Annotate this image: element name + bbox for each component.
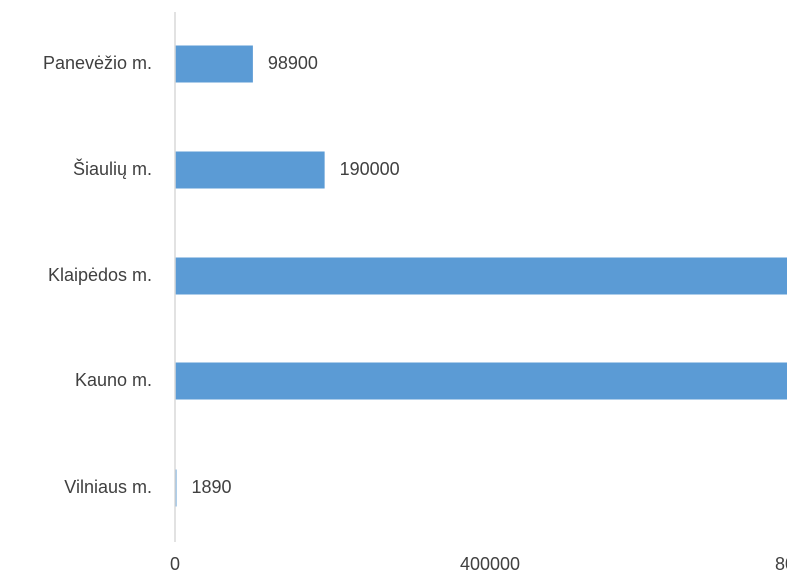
bars-layer xyxy=(175,45,787,507)
category-label: Šiaulių m. xyxy=(73,158,152,179)
x-tick-label: 400000 xyxy=(460,554,520,574)
data-labels: 9890019000098300012580001890 xyxy=(191,53,400,497)
category-label: Vilniaus m. xyxy=(64,477,152,497)
category-label: Kauno m. xyxy=(75,370,152,390)
x-tick-label: 800000 xyxy=(775,554,787,574)
x-tick-label: 0 xyxy=(170,554,180,574)
data-label: 98900 xyxy=(268,53,318,73)
category-label: Panevėžio m. xyxy=(43,53,152,73)
bar xyxy=(175,151,325,189)
x-tick-labels: 04000008000001200000 xyxy=(170,554,787,574)
bar xyxy=(175,45,253,83)
category-labels: Panevėžio m. Šiaulių m. Klaipėdos m. Kauno … xyxy=(43,53,152,497)
bar xyxy=(175,257,787,295)
data-label: 190000 xyxy=(340,159,400,179)
data-label: 1890 xyxy=(191,477,231,497)
bar xyxy=(175,362,787,400)
category-label: Klaipėdos m. xyxy=(48,265,152,285)
